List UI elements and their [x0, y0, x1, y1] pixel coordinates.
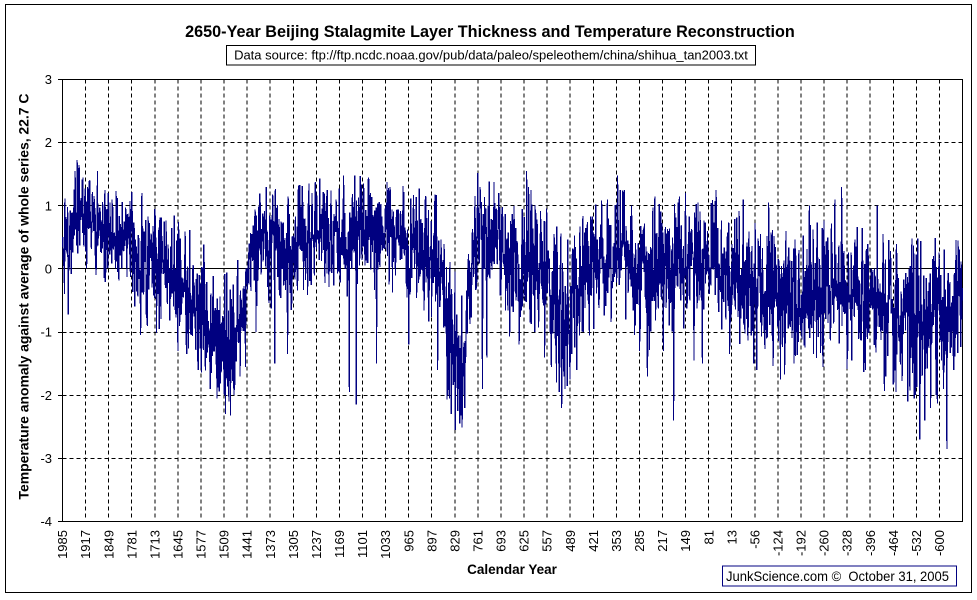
svg-text:1577: 1577 [194, 530, 209, 559]
svg-text:285: 285 [632, 530, 647, 552]
svg-text:2: 2 [45, 135, 52, 150]
svg-text:-532: -532 [909, 530, 924, 556]
svg-text:1509: 1509 [217, 530, 232, 559]
svg-text:Data source: ftp://ftp.ncdc.no: Data source: ftp://ftp.ncdc.noaa.gov/pub… [234, 48, 748, 63]
svg-text:1849: 1849 [101, 530, 116, 559]
svg-text:557: 557 [540, 530, 555, 552]
svg-text:1713: 1713 [147, 530, 162, 559]
svg-text:-3: -3 [40, 451, 52, 466]
svg-text:13: 13 [724, 530, 739, 544]
svg-text:-328: -328 [840, 530, 855, 556]
svg-text:1305: 1305 [286, 530, 301, 559]
svg-text:Temperature anomaly against av: Temperature anomaly against average of w… [16, 94, 32, 500]
svg-text:761: 761 [471, 530, 486, 552]
svg-text:JunkScience.com © October 31,: JunkScience.com © October 31, 2005 [726, 568, 949, 584]
svg-text:421: 421 [586, 530, 601, 552]
svg-text:1781: 1781 [124, 530, 139, 559]
svg-text:-464: -464 [886, 530, 901, 556]
svg-text:1169: 1169 [332, 530, 347, 558]
svg-text:-1: -1 [40, 325, 52, 340]
svg-text:-260: -260 [817, 530, 832, 556]
svg-text:Calendar Year: Calendar Year [467, 562, 558, 577]
svg-text:-2: -2 [40, 388, 52, 403]
svg-text:897: 897 [424, 530, 439, 552]
svg-text:1985: 1985 [55, 530, 70, 559]
svg-text:-192: -192 [794, 530, 809, 556]
svg-text:-56: -56 [747, 530, 762, 549]
svg-text:693: 693 [494, 530, 509, 552]
svg-text:1101: 1101 [355, 530, 370, 558]
svg-text:81: 81 [701, 530, 716, 544]
svg-text:965: 965 [401, 530, 416, 552]
svg-text:1917: 1917 [78, 530, 93, 559]
svg-text:0: 0 [45, 262, 52, 277]
svg-text:1645: 1645 [171, 530, 186, 559]
svg-text:353: 353 [609, 530, 624, 552]
svg-text:489: 489 [563, 530, 578, 552]
svg-text:-4: -4 [40, 514, 52, 529]
svg-text:625: 625 [517, 530, 532, 552]
svg-text:-600: -600 [932, 530, 947, 556]
svg-text:2650-Year Beijing Stalagmite L: 2650-Year Beijing Stalagmite Layer Thick… [185, 23, 795, 41]
svg-text:1: 1 [45, 198, 52, 213]
svg-text:217: 217 [655, 530, 670, 552]
svg-text:1033: 1033 [378, 530, 393, 559]
svg-text:1237: 1237 [309, 530, 324, 559]
svg-text:3: 3 [45, 72, 52, 87]
svg-text:-124: -124 [771, 530, 786, 556]
svg-text:-396: -396 [863, 530, 878, 556]
svg-text:1373: 1373 [263, 530, 278, 559]
svg-text:829: 829 [447, 530, 462, 552]
svg-text:1441: 1441 [240, 530, 255, 559]
svg-text:149: 149 [678, 530, 693, 552]
